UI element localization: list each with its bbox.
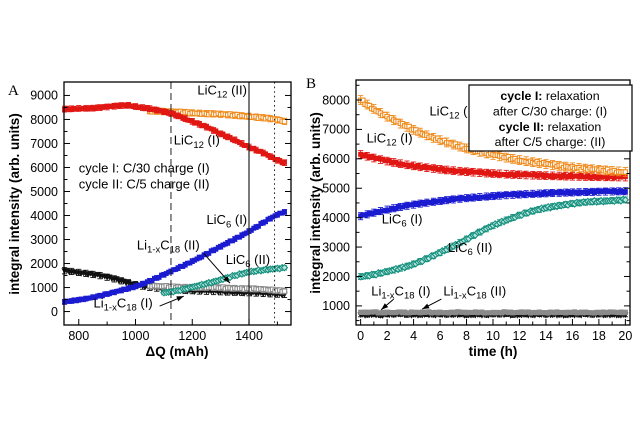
svg-text:3000: 3000: [322, 240, 350, 254]
panel-b-y-axis-title: integral intensity (arb. units): [308, 112, 323, 294]
panel-a-y-axis-title: integral intensity (arb. units): [7, 113, 22, 295]
panel-a-x-axis-title: ΔQ (mAh): [145, 344, 209, 359]
svg-text:LiC6 (II): LiC6 (II): [226, 252, 270, 270]
panel-b-x-axis-title: time (h): [468, 344, 518, 359]
svg-text:0: 0: [51, 305, 58, 319]
svg-text:LiC12 (I): LiC12 (I): [367, 130, 413, 148]
svg-text:2000: 2000: [322, 270, 350, 284]
svg-text:Li1-xC18 (I): Li1-xC18 (I): [94, 295, 153, 313]
svg-text:Li1-xC18 (I): Li1-xC18 (I): [371, 283, 430, 301]
svg-text:3000: 3000: [30, 233, 58, 247]
svg-text:8000: 8000: [30, 113, 58, 127]
svg-text:1000: 1000: [322, 299, 350, 313]
svg-text:2000: 2000: [30, 257, 58, 271]
svg-text:10: 10: [486, 329, 500, 343]
svg-text:6: 6: [437, 329, 444, 343]
svg-text:6000: 6000: [322, 152, 350, 166]
svg-text:2: 2: [384, 329, 391, 343]
svg-text:1200: 1200: [178, 329, 206, 343]
svg-text:LiC12 (II): LiC12 (II): [197, 82, 247, 100]
svg-text:LiC12 (I): LiC12 (I): [174, 133, 220, 151]
svg-text:800: 800: [68, 329, 89, 343]
svg-text:8000: 8000: [322, 93, 350, 107]
svg-text:1000: 1000: [30, 281, 58, 295]
panel-a-letter: A: [8, 83, 19, 99]
svg-text:LiC6 (I): LiC6 (I): [382, 212, 423, 230]
svg-text:5000: 5000: [30, 185, 58, 199]
svg-text:7000: 7000: [30, 137, 58, 151]
svg-text:after C/5 charge: (II): after C/5 charge: (II): [495, 135, 606, 149]
svg-text:18: 18: [592, 329, 606, 343]
svg-text:after C/30 charge: (I): after C/30 charge: (I): [493, 104, 607, 118]
svg-text:1000: 1000: [122, 329, 150, 343]
svg-text:Li1-xC18 (II): Li1-xC18 (II): [443, 283, 506, 301]
svg-text:LiC6 (II): LiC6 (II): [448, 240, 492, 258]
svg-text:1400: 1400: [235, 329, 263, 343]
svg-text:4: 4: [410, 329, 417, 343]
svg-text:Li1-xC18 (II): Li1-xC18 (II): [137, 237, 200, 255]
svg-text:20: 20: [618, 329, 632, 343]
svg-text:5000: 5000: [322, 182, 350, 196]
svg-text:16: 16: [565, 329, 579, 343]
svg-text:4000: 4000: [30, 209, 58, 223]
svg-text:cycle I: relaxation: cycle I: relaxation: [500, 89, 599, 103]
svg-text:7000: 7000: [322, 123, 350, 137]
panel-b-letter: B: [306, 76, 317, 92]
svg-text:4000: 4000: [322, 211, 350, 225]
svg-text:LiC6 (I): LiC6 (I): [206, 212, 247, 230]
svg-text:8: 8: [463, 329, 470, 343]
svg-text:12: 12: [513, 329, 527, 343]
svg-text:6000: 6000: [30, 161, 58, 175]
svg-text:9000: 9000: [30, 89, 58, 103]
svg-text:14: 14: [539, 329, 553, 343]
svg-text:cycle II: relaxation: cycle II: relaxation: [499, 120, 602, 134]
svg-text:cycle II: C/5 charge (II): cycle II: C/5 charge (II): [79, 177, 210, 192]
svg-text:cycle I: C/30 charge (I): cycle I: C/30 charge (I): [79, 160, 210, 175]
svg-text:0: 0: [357, 329, 364, 343]
